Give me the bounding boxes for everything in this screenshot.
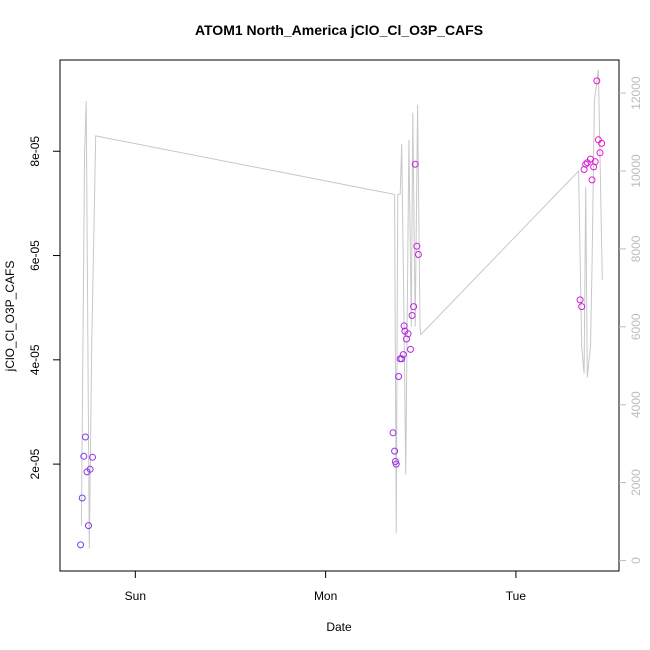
data-point xyxy=(399,351,407,359)
data-point xyxy=(414,251,422,258)
data-point xyxy=(391,447,399,455)
x-tick-label: Tue xyxy=(506,589,527,603)
y-axis-right: 0 2000 4000 6000 8000 10000 12000 xyxy=(619,76,643,564)
y2-tick-label: 10000 xyxy=(629,154,643,188)
data-point xyxy=(591,158,599,166)
data-point xyxy=(596,149,604,157)
data-point xyxy=(400,322,408,330)
y-tick-label: 6e-05 xyxy=(28,240,42,271)
y2-tick-label: 8000 xyxy=(629,235,643,262)
data-point xyxy=(404,330,412,338)
data-point xyxy=(582,160,590,168)
data-point xyxy=(78,494,86,502)
x-tick-label: Mon xyxy=(314,589,337,603)
data-point xyxy=(411,160,419,168)
plot-frame xyxy=(59,59,620,572)
data-point xyxy=(593,77,601,85)
data-point xyxy=(398,355,406,363)
y-tick-label: 8e-05 xyxy=(28,136,42,167)
chart-title: ATOM1 North_America jClO_Cl_O3P_CAFS xyxy=(195,22,483,38)
data-point xyxy=(89,453,96,461)
data-point xyxy=(407,345,414,353)
y-axis-left: 2e-05 4e-05 6e-05 8e-05 xyxy=(28,136,60,479)
data-point xyxy=(413,242,421,250)
data-point xyxy=(408,312,416,319)
y-tick-label: 4e-05 xyxy=(28,344,42,375)
data-point xyxy=(80,452,88,460)
data-point xyxy=(578,303,586,311)
series-line xyxy=(80,69,603,549)
y2-tick-label: 0 xyxy=(629,557,643,564)
y-tick-label: 2e-05 xyxy=(28,448,42,479)
data-point xyxy=(598,139,606,147)
y2-tick-label: 12000 xyxy=(629,76,643,110)
y2-tick-label: 4000 xyxy=(629,391,643,418)
data-point xyxy=(77,541,85,549)
data-point xyxy=(588,176,596,184)
x-axis-label: Date xyxy=(326,620,352,634)
data-point xyxy=(395,373,403,380)
x-tick-label: Sun xyxy=(125,589,146,603)
data-point xyxy=(392,460,400,468)
data-point xyxy=(410,303,418,311)
data-point xyxy=(389,429,397,437)
data-point xyxy=(85,522,92,530)
series-points-layer xyxy=(77,77,606,549)
y2-tick-label: 2000 xyxy=(629,469,643,496)
series-line-layer xyxy=(80,69,603,549)
x-axis: Sun Mon Tue xyxy=(125,571,527,603)
data-point xyxy=(86,465,94,473)
y-axis-label: jClO_Cl_O3P_CAFS xyxy=(3,261,17,373)
data-point xyxy=(576,296,584,304)
data-point xyxy=(81,433,89,441)
y2-tick-label: 6000 xyxy=(629,313,643,340)
